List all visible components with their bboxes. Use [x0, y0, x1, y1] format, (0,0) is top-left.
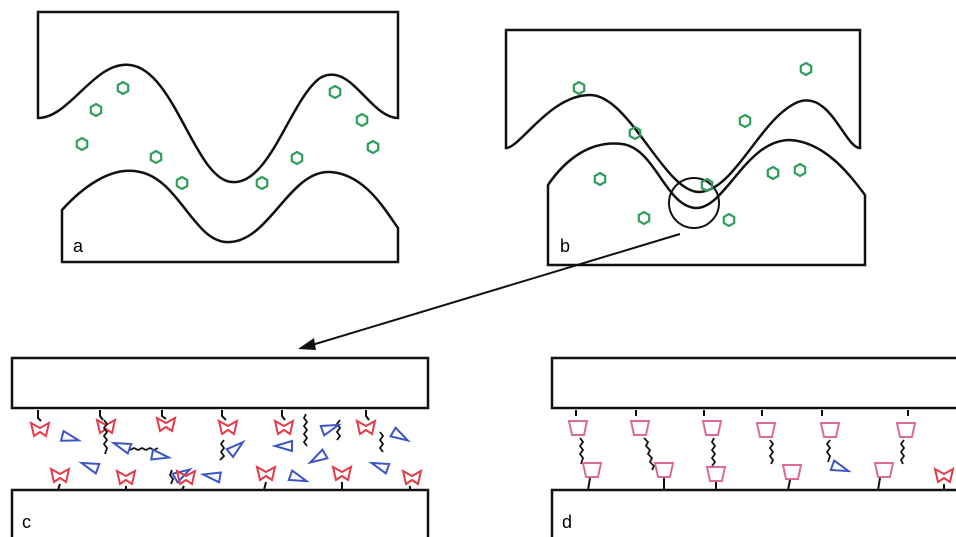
- panel-label-a: a: [73, 236, 84, 256]
- tethers-d: [578, 437, 906, 471]
- lower-plate-d: [550, 488, 956, 537]
- bottom-ligands-d: [582, 459, 954, 491]
- top-ligands-c: [30, 410, 376, 437]
- panel-label-b: b: [560, 236, 570, 256]
- panel-b: b: [504, 28, 867, 267]
- tethered-blue-ligands-c: [102, 413, 385, 485]
- panel-d: d: [550, 356, 956, 537]
- lower-plate-c: [10, 488, 430, 537]
- panel-c: c: [10, 356, 430, 537]
- panel-label-c: c: [22, 512, 31, 532]
- upper-plate-d: [550, 356, 956, 410]
- contact-zoom-circle: [668, 177, 720, 229]
- panel-label-d: d: [562, 512, 572, 532]
- bottom-ligands-c: [50, 466, 422, 491]
- panel-a: a: [36, 10, 400, 264]
- upper-plate-c: [10, 356, 430, 410]
- zoom-arrow: [298, 233, 681, 350]
- upper-surface-a: [36, 10, 400, 184]
- top-ligands-d: [568, 410, 916, 438]
- lower-surface-a: [60, 169, 400, 264]
- lower-surface-b: [546, 138, 867, 267]
- upper-surface-b: [504, 28, 862, 194]
